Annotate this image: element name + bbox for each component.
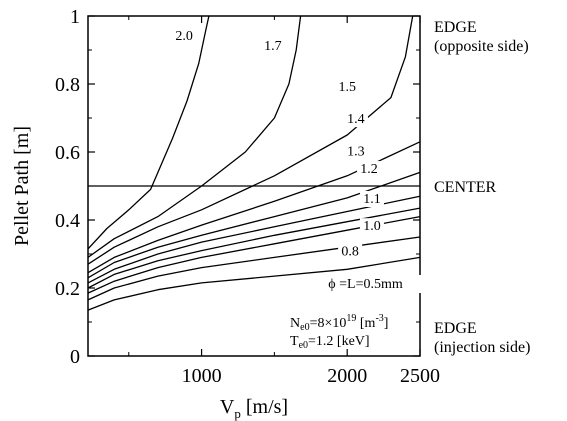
center-label: CENTER <box>434 179 497 196</box>
curve-label: 1.1 <box>363 192 381 207</box>
series-line <box>87 15 302 258</box>
curve-label-bg <box>338 243 363 260</box>
curve-label: 1.0 <box>363 219 381 234</box>
curve-label-bg <box>172 27 197 44</box>
curve-label-bg <box>357 161 382 178</box>
tick-labels: 0 0.2 0.4 0.6 0.8 1 1000 2000 2500 <box>55 6 440 387</box>
series-line <box>87 15 210 250</box>
curve-label: 1.2 <box>360 162 378 177</box>
edge-injection-label: EDGE <box>434 320 477 337</box>
temperature-param: Te0=1.2 [keV] <box>290 334 370 351</box>
density-param: Ne0=8×1019 [m-3] <box>290 313 388 333</box>
curve-label: 1.4 <box>347 112 365 127</box>
edge-opposite-sublabel: (opposite side) <box>434 38 529 55</box>
phi-label-bg <box>324 275 423 293</box>
series-line <box>87 195 421 284</box>
y-tick-label: 0 <box>70 346 80 368</box>
edge-opposite-label: EDGE <box>434 19 477 36</box>
series-line <box>87 15 414 265</box>
curve-label-bg <box>343 111 368 128</box>
curve-label: 1.5 <box>338 80 356 95</box>
series-lines <box>87 15 421 311</box>
curve-label-bg <box>359 218 384 235</box>
x-tick-label: 2500 <box>400 365 440 387</box>
y-tick-label: 0.2 <box>55 278 80 300</box>
curve-label: 0.8 <box>341 245 359 260</box>
x-axis-label: Vp [m/s] <box>220 396 288 421</box>
y-tick-label: 0.4 <box>55 210 80 232</box>
curve-label-bg <box>359 191 384 207</box>
series-line <box>87 207 421 289</box>
curve-label-bg <box>260 38 285 54</box>
curve-label: 1.3 <box>347 144 365 159</box>
curve-label: 1.7 <box>264 39 282 54</box>
x-tick-label: 1000 <box>182 365 222 387</box>
series-line <box>87 171 421 279</box>
y-tick-label: 1 <box>70 6 80 28</box>
curve-label: 2.0 <box>175 29 193 44</box>
y-tick-label: 0.6 <box>55 142 80 164</box>
series-line <box>87 141 421 274</box>
series-line <box>87 256 421 311</box>
phi-curve-label: ϕ =L=0.5mm <box>328 277 403 292</box>
curve-label-bg <box>335 78 360 95</box>
y-tick-label: 0.8 <box>55 74 80 96</box>
edge-injection-sublabel: (injection side) <box>434 339 530 356</box>
curve-label-bg <box>343 143 368 160</box>
y-axis-label: Pellet Path [m] <box>11 126 33 246</box>
x-tick-label: 2000 <box>327 365 367 387</box>
curve-labels: 2.0 1.7 1.5 1.4 1.3 1.2 1.1 1.0 0.8 ϕ =L=0.5mm <box>172 27 423 293</box>
series-line <box>87 215 421 294</box>
